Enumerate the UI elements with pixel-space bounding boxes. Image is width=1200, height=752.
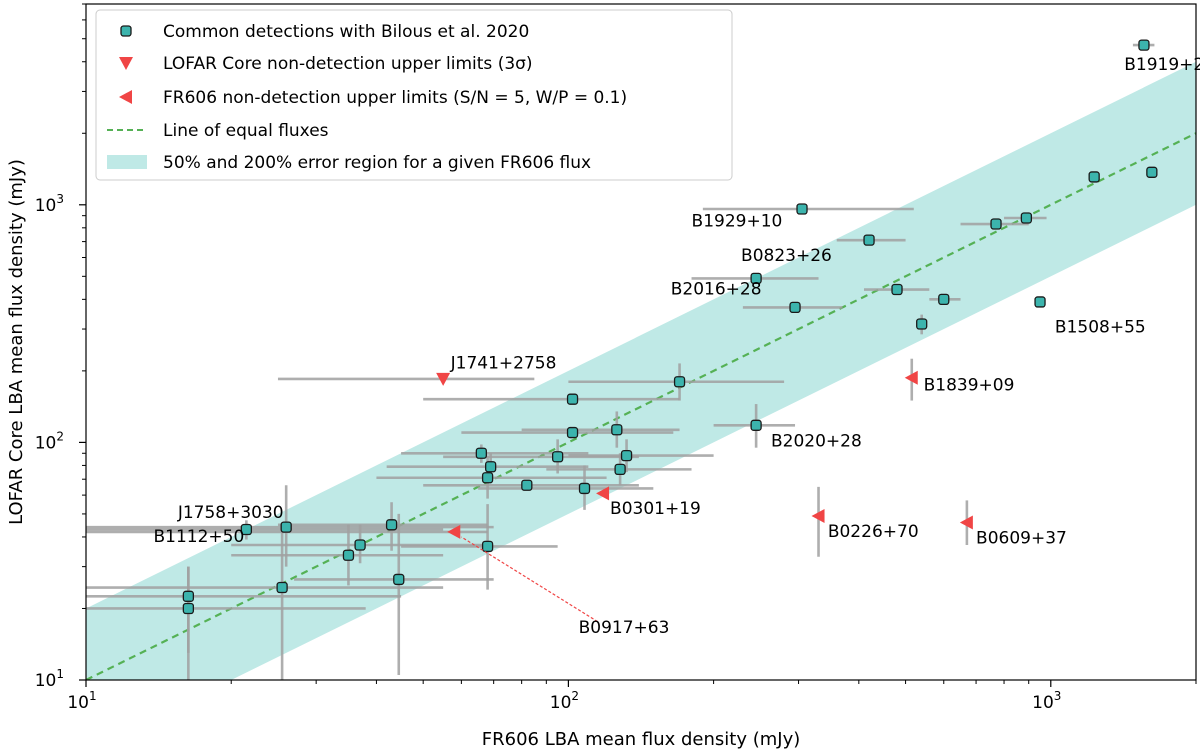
legend-label-detection: Common detections with Bilous et al. 202… bbox=[163, 22, 529, 42]
x-tick-label: 103 bbox=[1032, 689, 1061, 713]
legend-box bbox=[95, 9, 733, 181]
annotation-j1758-3030: J1758+3030 bbox=[177, 503, 284, 523]
detection-point bbox=[938, 293, 950, 305]
x-tick-exponent: 3 bbox=[1054, 689, 1062, 703]
detection-point bbox=[1020, 212, 1033, 224]
fr606-upper-limit-marker bbox=[811, 509, 825, 524]
core-upper-limit-marker bbox=[436, 372, 451, 386]
legend-label-fr606-limit: FR606 non-detection upper limits (S/N = … bbox=[163, 88, 627, 108]
detection-point bbox=[863, 234, 875, 246]
legend-marker-band bbox=[107, 155, 147, 169]
x-axis-label: FR606 LBA mean flux density (mJy) bbox=[482, 729, 801, 750]
equal-flux-line bbox=[86, 132, 1196, 680]
annotation-b0226-70: B0226+70 bbox=[828, 522, 919, 542]
x-tick-exponent: 1 bbox=[89, 689, 97, 703]
detection-point bbox=[916, 318, 928, 330]
annotation-b0823-26: B0823+26 bbox=[741, 246, 832, 266]
y-tick-exponent: 1 bbox=[56, 667, 64, 681]
annotation-b2020-28: B2020+28 bbox=[771, 432, 862, 452]
legend-marker-core-limit bbox=[119, 57, 133, 70]
detection-point bbox=[566, 426, 579, 439]
x-tick-label: 102 bbox=[550, 689, 579, 713]
detection-point bbox=[240, 523, 253, 536]
annotation-b1919-21: B1919+21 bbox=[1124, 55, 1200, 75]
errorbar-layer bbox=[86, 40, 1155, 680]
detection-point bbox=[611, 424, 623, 436]
y-axis-label: LOFAR Core LBA mean flux density (mJy) bbox=[6, 159, 27, 525]
x-axis-ticks: 101 102 103 bbox=[67, 680, 1197, 713]
detection-point bbox=[521, 479, 533, 491]
detection-point bbox=[614, 463, 626, 476]
x-tick-label: 101 bbox=[67, 689, 96, 713]
legend-marker-fr606-limit bbox=[119, 90, 132, 104]
detection-point bbox=[1138, 39, 1150, 51]
y-tick-label: 102 bbox=[35, 429, 64, 453]
y-tick-label: 103 bbox=[35, 192, 64, 216]
legend: Common detections with Bilous et al. 202… bbox=[95, 9, 733, 181]
detection-point bbox=[620, 449, 633, 462]
detection-point bbox=[1034, 296, 1046, 308]
detection-point bbox=[485, 461, 497, 473]
detection-point bbox=[566, 393, 579, 405]
detection-point bbox=[1146, 166, 1158, 178]
detection-point bbox=[280, 521, 292, 533]
detection-point bbox=[1088, 171, 1100, 183]
y-tick-label: 101 bbox=[35, 667, 64, 691]
y-tick-exponent: 3 bbox=[56, 192, 64, 206]
annotation-b1112-50: B1112+50 bbox=[153, 527, 244, 547]
detection-point bbox=[750, 419, 762, 431]
legend-label-equal-line: Line of equal fluxes bbox=[163, 121, 329, 141]
annotation-j1741-2758: J1741+2758 bbox=[450, 353, 557, 373]
detection-point bbox=[481, 472, 494, 484]
detection-point bbox=[551, 451, 564, 463]
x-tick-exponent: 2 bbox=[571, 689, 579, 703]
legend-marker-detection bbox=[120, 25, 132, 37]
legend-label-core-limit: LOFAR Core non-detection upper limits (3… bbox=[163, 54, 533, 74]
y-axis-ticks: 101 102 103 bbox=[35, 3, 86, 691]
detection-point bbox=[578, 482, 591, 495]
annotation-b1508-55: B1508+55 bbox=[1055, 318, 1146, 338]
detection-point bbox=[385, 519, 398, 531]
detection-point bbox=[796, 203, 808, 215]
fr606-upper-limit-marker bbox=[904, 370, 918, 385]
detection-point bbox=[182, 590, 195, 602]
detection-point bbox=[393, 573, 405, 586]
annotation-b0917-63: B0917+63 bbox=[579, 618, 670, 638]
annotation-arrow-b0917 bbox=[461, 536, 598, 623]
detection-point bbox=[276, 581, 288, 594]
annotation-b0609-37: B0609+37 bbox=[976, 529, 1067, 549]
detection-point bbox=[354, 539, 366, 551]
fr606-upper-limit-marker bbox=[447, 524, 461, 539]
fr606-upper-limit-marker bbox=[596, 486, 610, 501]
y-tick-exponent: 2 bbox=[56, 429, 64, 443]
annotation-b1839-09: B1839+09 bbox=[924, 376, 1015, 396]
detection-point bbox=[891, 283, 903, 296]
detection-point bbox=[475, 447, 487, 459]
detection-point bbox=[481, 540, 494, 553]
annotation-b0301-19: B0301+19 bbox=[610, 499, 701, 519]
legend-label-band: 50% and 200% error region for a given FR… bbox=[163, 153, 591, 173]
detection-point bbox=[789, 301, 801, 314]
detection-point bbox=[182, 602, 195, 615]
detection-point bbox=[990, 218, 1002, 230]
detection-point bbox=[750, 272, 762, 285]
fr606-upper-limit-marker bbox=[959, 515, 973, 530]
detection-point bbox=[673, 376, 686, 388]
annotation-layer: B1919+21 B1929+10 B0823+26 B2016+28 B1508+55… bbox=[153, 55, 1200, 638]
annotation-b2016-28: B2016+28 bbox=[671, 279, 762, 299]
plot-frame bbox=[85, 3, 1197, 681]
annotation-b1929-10: B1929+10 bbox=[692, 212, 783, 232]
marker-layer bbox=[182, 39, 1158, 615]
detection-point bbox=[342, 549, 355, 561]
equal-flux-line-layer bbox=[86, 132, 1196, 680]
